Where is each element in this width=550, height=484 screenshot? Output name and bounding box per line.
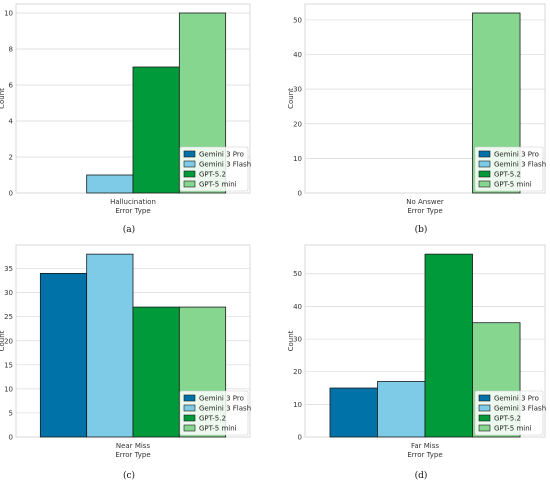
- y-tick-label: 10: [293, 155, 302, 163]
- legend-box: [474, 390, 544, 436]
- legend-entry: GPT-5 mini: [199, 181, 237, 189]
- panel-caption: (a): [123, 224, 135, 235]
- y-tick-label: 0: [9, 190, 13, 198]
- legend-entry: Gemini 3 Pro: [199, 151, 244, 159]
- legend-entry: GPT-5 mini: [494, 181, 532, 189]
- bar-gemini-3-flash: [377, 381, 426, 438]
- legend-swatch: [478, 424, 491, 432]
- y-tick-label: 30: [293, 336, 302, 344]
- y-tick-label: 50: [293, 16, 302, 24]
- legend-entry: Gemini 3 Pro: [494, 151, 539, 159]
- x-tick-label: No Answer: [406, 198, 444, 206]
- legend-entry: GPT-5.2: [494, 415, 521, 423]
- y-tick-label: 2: [9, 154, 13, 162]
- y-axis-label: Count: [0, 88, 6, 109]
- panel-caption: (c): [123, 470, 135, 481]
- legend-swatch: [478, 150, 491, 158]
- legend-entry: Gemini 3 Flash: [199, 161, 251, 169]
- legend-entry: Gemini 3 Flash: [494, 161, 546, 169]
- y-tick-label: 30: [293, 86, 302, 94]
- legend-entry: Gemini 3 Flash: [199, 405, 251, 413]
- legend-swatch: [478, 404, 491, 412]
- legend: Gemini 3 Pro Gemini 3 Flash GPT-5.2 GPT-5 m…: [179, 390, 251, 436]
- x-axis-label: Error Type: [407, 207, 442, 215]
- legend-swatch: [183, 170, 196, 178]
- y-tick-label: 50: [293, 270, 302, 278]
- y-axis-label: Count: [287, 88, 295, 109]
- legend-swatch: [183, 180, 196, 188]
- legend: Gemini 3 Pro Gemini 3 Flash GPT-5.2 GPT-5 m…: [474, 390, 546, 436]
- legend-swatch: [478, 414, 491, 422]
- legend-swatch: [478, 170, 491, 178]
- legend-entry: GPT-5.2: [199, 171, 226, 179]
- y-tick-label: 20: [4, 337, 13, 345]
- legend-swatch: [183, 414, 196, 422]
- legend-box: [474, 146, 544, 192]
- y-tick-label: 0: [298, 190, 302, 198]
- legend-entry: GPT-5.2: [494, 171, 521, 179]
- legend-entry: GPT-5 mini: [199, 425, 237, 433]
- legend-entry: Gemini 3 Flash: [494, 405, 546, 413]
- legend-entry: Gemini 3 Pro: [199, 395, 244, 403]
- x-tick-label: Near Miss: [116, 442, 151, 450]
- legend-swatch: [183, 404, 196, 412]
- legend-entry: GPT-5 mini: [494, 425, 532, 433]
- legend-box: [179, 146, 249, 192]
- legend-swatch: [183, 424, 196, 432]
- x-axis-label: Error Type: [407, 451, 442, 459]
- legend-swatch: [478, 394, 491, 402]
- legend-swatch: [478, 160, 491, 168]
- y-axis-label: Count: [0, 330, 6, 351]
- bar-gpt-5-2: [424, 253, 473, 438]
- bar-gemini-3-flash: [86, 174, 134, 194]
- y-tick-label: 25: [4, 313, 13, 321]
- x-tick-label: Far Miss: [411, 442, 439, 450]
- panel-caption: (b): [415, 224, 428, 235]
- legend: Gemini 3 Pro Gemini 3 Flash GPT-5.2 GPT-5 m…: [179, 146, 251, 192]
- y-tick-label: 40: [293, 51, 302, 59]
- y-tick-label: 5: [9, 409, 13, 417]
- legend-swatch: [183, 394, 196, 402]
- legend: Gemini 3 Pro Gemini 3 Flash GPT-5.2 GPT-5 m…: [474, 146, 546, 192]
- legend-entry: GPT-5.2: [199, 415, 226, 423]
- bar-gemini-3-pro: [329, 387, 378, 438]
- y-axis-label: Count: [287, 330, 295, 351]
- y-tick-label: 15: [4, 361, 13, 369]
- y-tick-label: 4: [9, 118, 14, 126]
- y-tick-label: 6: [9, 82, 14, 90]
- legend-swatch: [478, 180, 491, 188]
- y-tick-label: 20: [293, 120, 302, 128]
- y-tick-label: 0: [9, 434, 13, 442]
- y-tick-label: 10: [4, 385, 13, 393]
- y-tick-label: 8: [9, 46, 13, 54]
- x-axis-label: Error Type: [115, 451, 150, 459]
- y-tick-label: 35: [4, 265, 13, 273]
- bar-gpt-5-2: [132, 66, 180, 194]
- legend-box: [179, 390, 249, 436]
- bar-gemini-3-flash: [86, 253, 134, 438]
- bar-gpt-5-2: [132, 306, 180, 438]
- y-tick-label: 30: [4, 289, 13, 297]
- panel-caption: (d): [415, 470, 428, 481]
- legend-swatch: [183, 150, 196, 158]
- y-tick-label: 20: [293, 368, 302, 376]
- legend-entry: Gemini 3 Pro: [494, 395, 539, 403]
- y-tick-label: 10: [4, 10, 13, 18]
- y-tick-label: 40: [293, 303, 302, 311]
- y-tick-label: 0: [298, 434, 302, 442]
- y-tick-label: 10: [293, 401, 302, 409]
- legend-swatch: [183, 160, 196, 168]
- x-axis-label: Error Type: [115, 207, 150, 215]
- x-tick-label: Hallucination: [110, 198, 156, 206]
- bar-gemini-3-pro: [39, 272, 88, 438]
